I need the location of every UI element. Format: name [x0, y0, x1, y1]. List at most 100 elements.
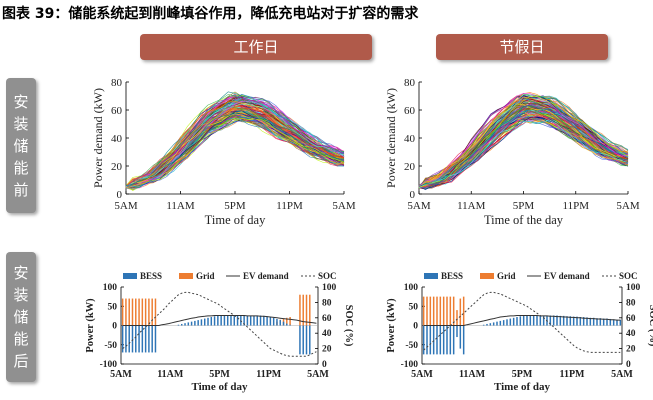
row-header-char: 储 — [13, 308, 29, 326]
grid-bar — [449, 296, 452, 326]
bess-bar — [542, 315, 545, 326]
row-header-char: 安 — [13, 92, 29, 111]
demand-series-line — [418, 105, 629, 187]
x-tick-label: 5AM — [611, 369, 633, 380]
legend-swatch-grid — [179, 273, 193, 279]
x-tick-label: 11AM — [459, 369, 486, 380]
grid-bar — [151, 298, 153, 326]
legend-swatch-bess — [123, 273, 137, 279]
grid-bar — [138, 298, 140, 326]
y-tick-label: 0 — [112, 322, 117, 332]
bess-bar — [619, 319, 622, 326]
grid-bar — [141, 298, 144, 326]
bess-bar — [582, 317, 585, 326]
bess-bar — [522, 315, 525, 326]
y2-tick-label: 80 — [322, 298, 332, 308]
bess-bar — [609, 318, 612, 326]
x-tick-label: 5AM — [411, 369, 433, 380]
grid-bar — [309, 294, 311, 326]
bess-bar — [512, 317, 515, 326]
bess-bar — [432, 325, 435, 355]
row-header-char: 能 — [13, 158, 29, 177]
bess-bar — [422, 325, 425, 355]
bess-bar — [499, 320, 502, 326]
row-header-char: 装 — [13, 286, 29, 304]
bess-bar — [579, 317, 582, 326]
bess-bar — [586, 317, 588, 326]
bess-bar — [506, 319, 508, 326]
demand-series-line — [418, 96, 629, 189]
y2-tick-label: 0 — [322, 360, 327, 370]
bess-bar — [269, 317, 272, 326]
bess-bar — [519, 316, 522, 326]
y2-tick-label: 20 — [322, 345, 332, 355]
grid-bar — [452, 296, 455, 326]
bess-bar — [243, 315, 245, 326]
bess-bar — [210, 317, 213, 326]
bess-bar — [606, 318, 608, 326]
bess-bar — [253, 315, 255, 326]
grid-bar — [128, 298, 130, 326]
demand-series-line — [126, 115, 345, 187]
bess-bar — [599, 318, 602, 326]
ev-demand-line — [423, 315, 621, 326]
bess-bar — [276, 318, 278, 326]
bess-bar — [305, 325, 308, 355]
bess-bar — [289, 324, 291, 326]
bess-bar — [263, 315, 265, 326]
bess-bar — [602, 318, 605, 326]
bess-bar — [562, 315, 565, 326]
bess-bar — [536, 315, 538, 326]
bess-bar — [236, 315, 239, 326]
x-axis-label: Time of the day — [484, 213, 564, 227]
bess-bar — [233, 315, 236, 326]
bess-bar — [549, 315, 552, 326]
bess-bar — [135, 325, 137, 353]
row-header-after-storage: 安装储能后 — [6, 252, 36, 382]
legend-swatch-bess — [424, 273, 438, 279]
bess-bar — [249, 315, 252, 326]
bess-bar — [489, 323, 492, 326]
x-tick-label: 5PM — [512, 369, 533, 380]
bess-bar — [532, 315, 535, 326]
bess-bar — [612, 319, 615, 326]
y-tick-label: 60 — [404, 105, 416, 117]
bess-bar — [492, 322, 495, 326]
bess-bar — [181, 323, 183, 326]
grid-bar — [456, 310, 458, 326]
bess-bar — [148, 325, 150, 353]
x-tick-label: 11PM — [256, 369, 282, 380]
y2-tick-label: 60 — [626, 314, 636, 324]
x-tick-label: 5AM — [114, 200, 137, 212]
grid-bar — [302, 294, 304, 326]
x-tick-label: 11AM — [166, 200, 195, 212]
bess-bar — [446, 325, 448, 355]
y-tick-label: 50 — [409, 302, 419, 312]
bess-bar — [213, 316, 216, 326]
bess-bar — [429, 325, 432, 355]
bess-bar — [572, 316, 575, 326]
y-tick-label: 80 — [111, 77, 123, 89]
x-tick-label: 11AM — [457, 200, 486, 212]
y-tick-label: 0 — [413, 322, 418, 332]
bess-bar — [589, 317, 592, 326]
row-header-char: 能 — [13, 330, 29, 348]
bess-bar — [509, 318, 512, 326]
grid-bar — [135, 298, 137, 326]
grid-bar — [439, 296, 442, 326]
y-tick-label: -50 — [405, 341, 418, 351]
grid-bar — [446, 296, 448, 326]
y2-axis-label: SOC (%) — [647, 305, 653, 347]
legend-label-grid: Grid — [497, 271, 516, 281]
bess-bar — [426, 325, 428, 355]
y-tick-label: -100 — [401, 360, 419, 370]
grid-bar — [286, 317, 288, 326]
soc-line — [423, 291, 621, 353]
series-group — [418, 92, 629, 191]
bess-bar — [203, 318, 206, 326]
grid-bar — [426, 296, 428, 326]
grid-bar — [422, 296, 425, 326]
bess-bar — [197, 320, 199, 326]
demand-series-line — [125, 95, 345, 188]
